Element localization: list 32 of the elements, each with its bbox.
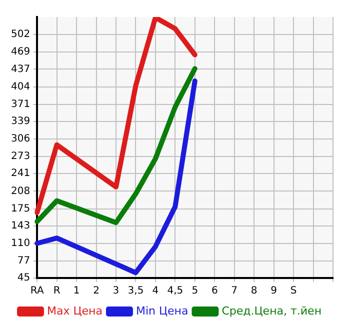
y-tick-label: 404: [10, 81, 30, 92]
y-tick-label: 110: [10, 238, 30, 249]
x-tick-label: 9: [270, 286, 278, 297]
x-tick-label: 4: [152, 286, 159, 297]
y-tick-label: 273: [10, 151, 30, 162]
x-tick-label: 8: [250, 286, 258, 297]
x-tick-label: 1: [73, 286, 80, 297]
x-tick-label: RA: [30, 286, 44, 297]
y-tick-label: 77: [17, 256, 30, 267]
x-tick-label: 7: [231, 286, 238, 297]
y-tick-label: 241: [10, 168, 30, 180]
x-tick-label: 4,5: [167, 286, 184, 297]
y-tick-label: 45: [17, 272, 30, 284]
x-tick-label: R: [53, 286, 60, 297]
y-tick-label: 339: [10, 116, 30, 127]
legend-label: Сред.Цена, т.йен: [222, 304, 322, 318]
x-tick-label: S: [290, 286, 297, 297]
y-tick-label: 437: [10, 64, 30, 75]
legend-label: Max Цена: [46, 304, 102, 318]
x-tick-label: 6: [211, 286, 218, 297]
x-tick-label: 5: [192, 286, 198, 297]
x-tick-label: 2: [93, 286, 100, 297]
y-tick-label: 469: [10, 46, 30, 58]
y-tick-label: 208: [10, 186, 30, 197]
y-tick-label: 175: [10, 203, 30, 214]
y-tick-label: 502: [10, 29, 30, 40]
y-tick-label: 143: [10, 220, 30, 232]
y-tick-label: 306: [10, 134, 30, 145]
x-tick-label: 3: [112, 286, 120, 297]
x-tick-label: 3,5: [128, 286, 144, 297]
legend-label: Min Цена: [136, 304, 188, 318]
y-tick-label: 371: [10, 98, 30, 110]
